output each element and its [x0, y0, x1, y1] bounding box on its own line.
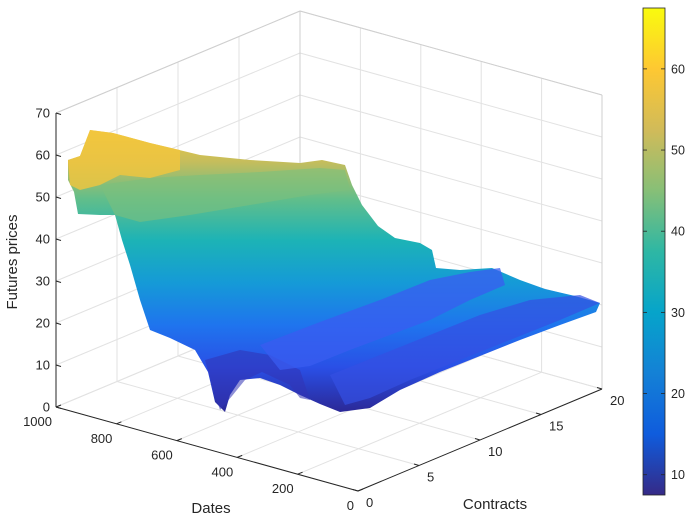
- z-tick: [55, 154, 62, 157]
- x-tick: [357, 488, 364, 492]
- colorbar-tick-label: 30: [671, 306, 685, 320]
- x-tick: [176, 438, 182, 442]
- z-tick-label: 0: [43, 400, 50, 415]
- y-tick: [413, 463, 420, 466]
- surface-near-ridge: [330, 295, 600, 405]
- colorbar-tick-label: 60: [671, 62, 685, 76]
- z-gridline: [299, 52, 603, 138]
- x-axis-line: [55, 406, 359, 492]
- surface-top-band: [68, 130, 180, 190]
- z-gridline: [299, 94, 603, 180]
- colorbar-tick-label: 10: [671, 468, 685, 482]
- z-tick: [55, 280, 62, 283]
- x-tick-label: 800: [91, 431, 113, 446]
- y-tick: [352, 489, 359, 492]
- z-tick: [55, 406, 62, 409]
- z-tick: [55, 196, 62, 199]
- x-tick-label: 400: [211, 464, 233, 479]
- box-edge: [55, 10, 301, 114]
- y-tick: [474, 438, 481, 441]
- colorbar-ticks: 10 20 30 40 50 60: [643, 62, 685, 482]
- z-tick-label: 10: [36, 358, 50, 373]
- z-tick-label: 40: [36, 232, 50, 247]
- surface-green-band: [100, 168, 350, 222]
- x-tick: [237, 454, 243, 458]
- z-tick: [55, 364, 62, 367]
- x-tick: [116, 421, 122, 425]
- x-tick: [55, 404, 62, 408]
- y-tick-label: 10: [488, 444, 502, 459]
- colorbar-tick-label: 20: [671, 387, 685, 401]
- z-gridline: [299, 136, 603, 222]
- surface-mid-ridge: [260, 268, 505, 370]
- x-tick-label: 0: [347, 498, 354, 513]
- z-tick: [55, 112, 62, 115]
- colorbar-gradient: [642, 7, 666, 496]
- y-tick-label: 0: [366, 495, 373, 510]
- price-surface: [68, 130, 600, 412]
- x-tick-label: 600: [151, 448, 173, 463]
- z-tick-label: 30: [36, 274, 50, 289]
- x-axis-label: Dates: [191, 500, 230, 517]
- z-tick-label: 60: [36, 148, 50, 163]
- y-tick-label: 20: [610, 393, 624, 408]
- x-tick-label: 200: [272, 481, 294, 496]
- y-tick: [596, 387, 603, 390]
- x-tick-label: 1000: [23, 414, 52, 429]
- y-axis-label: Contracts: [463, 496, 527, 513]
- z-tick-label: 70: [36, 106, 50, 121]
- y-gridline: [116, 381, 420, 466]
- colorbar-tick-label: 50: [671, 144, 685, 158]
- z-axis-label: Futures prices: [4, 214, 21, 309]
- y-tick: [535, 412, 542, 415]
- x-tick: [297, 471, 303, 475]
- z-tick-label: 20: [36, 316, 50, 331]
- y-tick-label: 15: [549, 419, 563, 434]
- colorbar-tick-label: 40: [671, 225, 685, 239]
- box-edge: [299, 10, 603, 96]
- z-tick: [55, 238, 62, 241]
- z-tick-label: 50: [36, 190, 50, 205]
- z-tick: [55, 322, 62, 325]
- colorbar: 10 20 30 40 50 60: [642, 7, 685, 496]
- y-tick-label: 5: [427, 470, 434, 485]
